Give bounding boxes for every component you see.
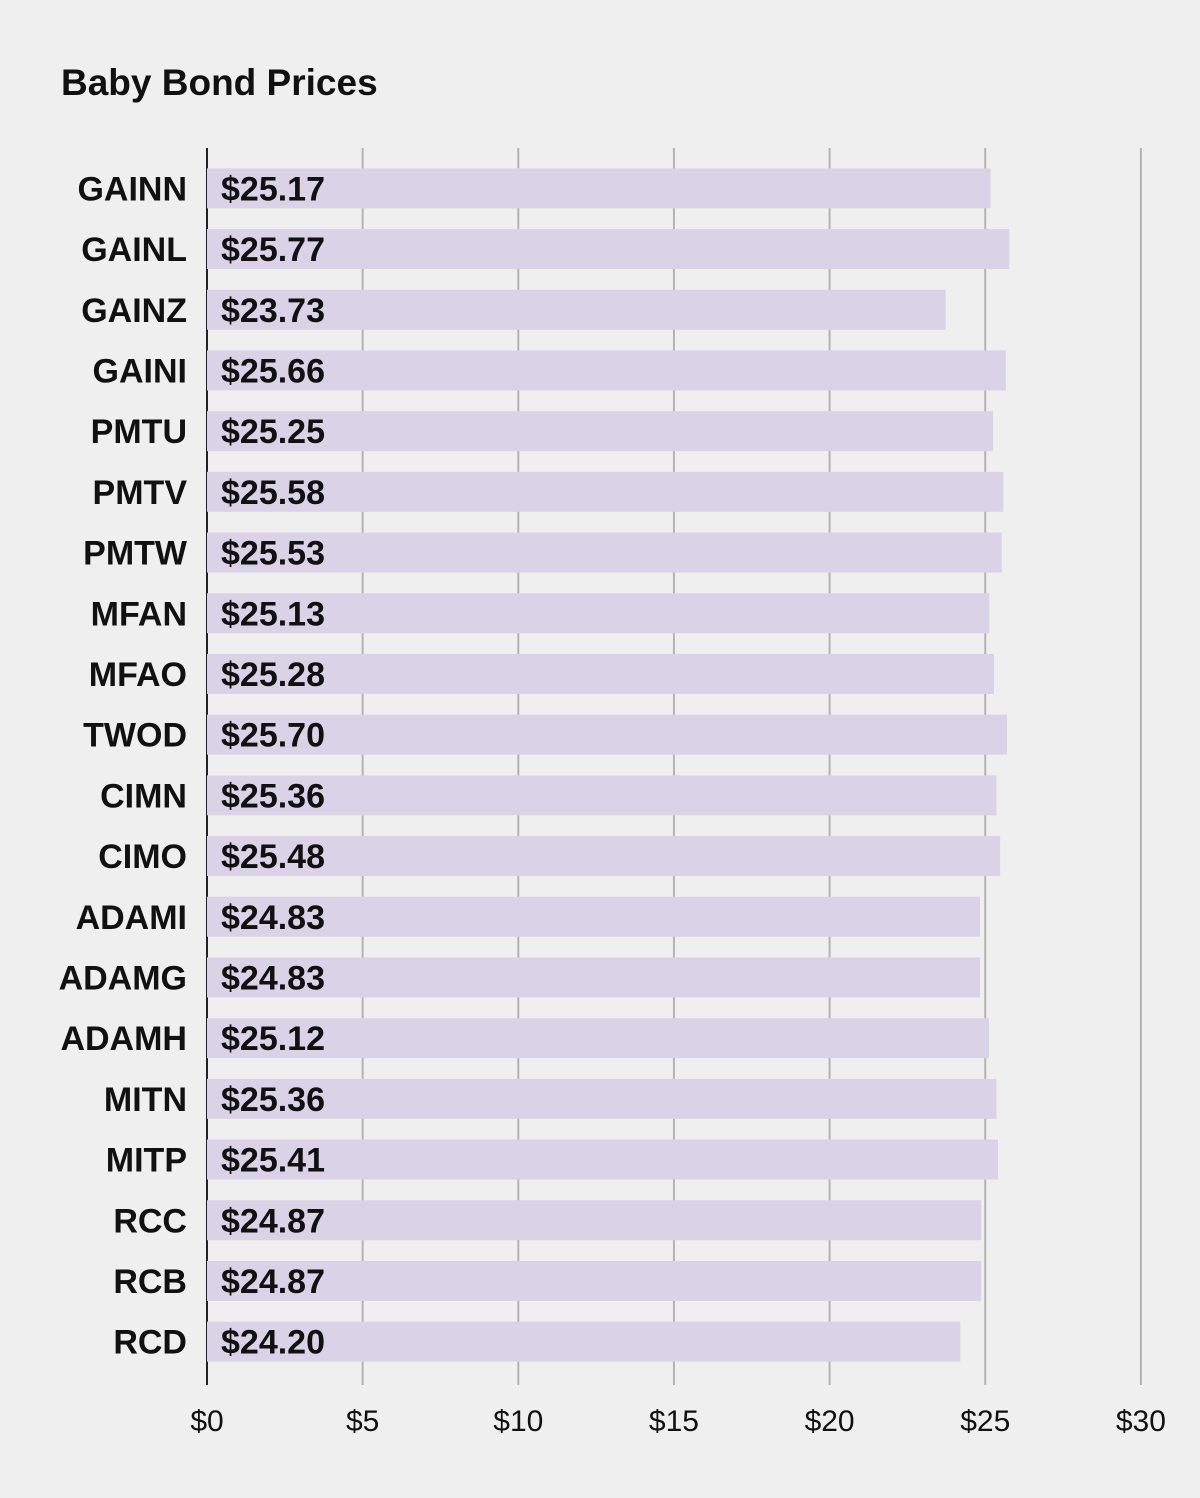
value-label: $25.70	[221, 717, 325, 755]
category-label: ADAMI	[76, 899, 187, 937]
category-label: RCC	[113, 1202, 187, 1240]
value-label: $25.41	[221, 1142, 325, 1180]
bar	[207, 350, 1006, 391]
category-label: ADAMH	[60, 1020, 187, 1058]
value-label: $24.20	[221, 1324, 325, 1362]
value-label: $25.17	[221, 170, 325, 208]
category-label: PMTU	[91, 413, 187, 451]
bar	[207, 471, 1004, 512]
bar	[207, 168, 991, 209]
category-label: MITN	[104, 1081, 187, 1119]
value-label: $24.83	[221, 899, 325, 937]
category-label: GAINL	[81, 231, 187, 269]
bar	[207, 1321, 961, 1362]
bar	[207, 593, 990, 634]
category-label: MITP	[106, 1142, 187, 1180]
category-label: ADAMG	[59, 959, 187, 997]
value-label: $24.83	[221, 959, 325, 997]
category-label: GAINI	[93, 352, 187, 390]
value-label: $25.58	[221, 474, 325, 512]
category-label: CIMN	[100, 777, 187, 815]
x-tick-label: $5	[346, 1405, 379, 1438]
value-label: $25.66	[221, 352, 325, 390]
bar	[207, 775, 997, 816]
category-label: RCD	[113, 1324, 187, 1362]
bar	[207, 896, 980, 937]
x-tick-label: $15	[649, 1405, 699, 1438]
bar	[207, 1078, 997, 1119]
value-label: $24.87	[221, 1202, 325, 1240]
bar	[207, 836, 1001, 877]
chart-title: Baby Bond Prices	[61, 62, 378, 103]
category-label: GAINZ	[81, 292, 187, 330]
category-label: RCB	[113, 1263, 187, 1301]
category-label: TWOD	[83, 717, 187, 755]
category-label: PMTV	[93, 474, 188, 512]
value-label: $25.36	[221, 777, 325, 815]
x-tick-label: $10	[493, 1405, 543, 1438]
value-label: $25.77	[221, 231, 325, 269]
value-label: $25.53	[221, 535, 325, 573]
category-label: MFAN	[91, 595, 187, 633]
value-label: $25.28	[221, 656, 325, 694]
value-label: $25.36	[221, 1081, 325, 1119]
value-label: $25.25	[221, 413, 325, 451]
value-label: $23.73	[221, 292, 325, 330]
category-label: CIMO	[98, 838, 187, 876]
value-label: $24.87	[221, 1263, 325, 1301]
bar	[207, 1018, 989, 1059]
bar	[207, 411, 994, 452]
bar	[207, 532, 1002, 573]
bar	[207, 1139, 999, 1180]
category-label: MFAO	[89, 656, 187, 694]
bar	[207, 1200, 982, 1241]
x-tick-label: $25	[960, 1405, 1010, 1438]
x-tick-label: $20	[805, 1405, 855, 1438]
bar	[207, 1260, 982, 1301]
value-label: $25.48	[221, 838, 325, 876]
bar	[207, 957, 980, 998]
bar	[207, 714, 1008, 755]
x-tick-label: $0	[190, 1405, 223, 1438]
bar	[207, 289, 946, 330]
value-label: $25.12	[221, 1020, 325, 1058]
value-label: $25.13	[221, 595, 325, 633]
bar	[207, 229, 1010, 270]
category-label: GAINN	[77, 170, 187, 208]
category-label: PMTW	[83, 535, 188, 573]
bar	[207, 653, 994, 694]
x-tick-label: $30	[1116, 1405, 1166, 1438]
